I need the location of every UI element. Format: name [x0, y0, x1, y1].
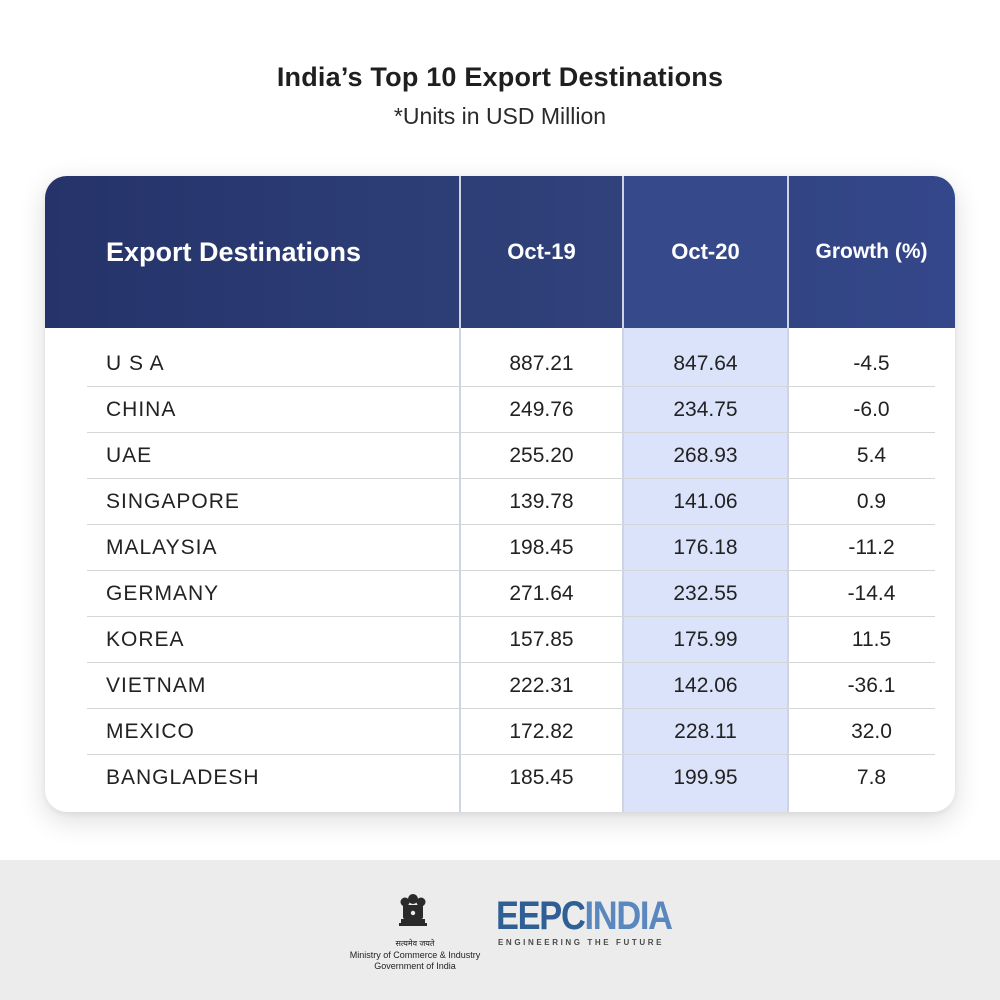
emblem-motto: सत्यमेव जयते: [395, 939, 435, 948]
column-divider: [787, 176, 789, 812]
oct-20-cell: 268.93: [673, 444, 738, 467]
row-divider: [87, 662, 935, 663]
destination-cell: KOREA: [106, 628, 185, 651]
chart-title: India’s Top 10 Export Destinations: [276, 62, 724, 92]
destination-cell: GERMANY: [106, 582, 220, 605]
header-export-destinations: Export Destinations: [106, 236, 362, 267]
header-oct-20: Oct-20: [623, 176, 788, 328]
oct-20-cell: 234.75: [673, 398, 738, 421]
oct-19-cell: 157.85: [509, 628, 574, 651]
row-divider: [87, 754, 935, 755]
export-table-card: Export Destinations Oct-19 Oct-20 Growth…: [45, 176, 955, 812]
table-row: U S A 887.21 847.64 -4.5: [45, 341, 955, 387]
growth-cell: -6.0: [853, 398, 890, 421]
table-row: CHINA 249.76 234.75 -6.0: [45, 387, 955, 433]
column-divider: [459, 176, 461, 812]
ministry-caption: सत्यमेव जयते Ministry of Commerce & Indu…: [340, 938, 490, 972]
destination-cell: MALAYSIA: [106, 536, 218, 559]
header-oct-19: Oct-19: [507, 239, 576, 264]
oct-20-cell: 175.99: [673, 628, 738, 651]
growth-cell: -11.2: [848, 536, 895, 559]
table-row: GERMANY 271.64 232.55 -14.4: [45, 571, 955, 617]
oct-19-cell: 185.45: [509, 766, 574, 789]
table-header: [45, 176, 955, 328]
oct-20-cell: 199.95: [673, 766, 738, 789]
growth-cell: 7.8: [856, 766, 887, 789]
chart-subtitle: *Units in USD Million: [393, 103, 607, 129]
header-growth: Growth (%): [815, 240, 928, 263]
destination-cell: U S A: [106, 352, 165, 375]
logo-part-india: INDIA: [584, 894, 673, 938]
eepc-india-logo: EEPCINDIA ENGINEERING THE FUTURE: [496, 894, 673, 947]
row-divider: [87, 432, 935, 433]
table-row: BANGLADESH 185.45 199.95 7.8: [45, 755, 955, 801]
oct-19-cell: 255.20: [509, 444, 574, 467]
destination-cell: CHINA: [106, 398, 177, 421]
oct-19-cell: 887.21: [509, 352, 574, 375]
oct-20-cell: 228.11: [674, 720, 737, 743]
row-divider: [87, 386, 935, 387]
table-row: KOREA 157.85 175.99 11.5: [45, 617, 955, 663]
oct-20-cell: 847.64: [673, 352, 738, 375]
destination-cell: UAE: [106, 444, 153, 467]
growth-cell: -14.4: [847, 582, 896, 605]
destination-cell: SINGAPORE: [106, 490, 240, 513]
table-row: MALAYSIA 198.45 176.18 -11.2: [45, 525, 955, 571]
row-divider: [87, 616, 935, 617]
growth-cell: 32.0: [851, 720, 892, 743]
growth-cell: 11.5: [851, 628, 892, 651]
growth-cell: 0.9: [856, 490, 887, 513]
growth-cell: -36.1: [847, 674, 896, 697]
ministry-line-2: Government of India: [374, 961, 456, 971]
oct-19-cell: 222.31: [509, 674, 574, 697]
oct-19-cell: 249.76: [509, 398, 574, 421]
table-body: U S A 887.21 847.64 -4.5 CHINA 249.76 234.75 -6…: [45, 341, 955, 801]
oct-19-cell: 198.45: [509, 536, 574, 559]
destination-cell: MEXICO: [106, 720, 195, 743]
row-divider: [87, 478, 935, 479]
table-row: SINGAPORE 139.78 141.06 0.9: [45, 479, 955, 525]
destination-cell: BANGLADESH: [106, 766, 260, 789]
growth-cell: -4.5: [853, 352, 890, 375]
national-emblem-icon: [399, 894, 427, 926]
table-row: MEXICO 172.82 228.11 32.0: [45, 709, 955, 755]
growth-cell: 5.4: [856, 444, 887, 467]
table-row: UAE 255.20 268.93 5.4: [45, 433, 955, 479]
row-divider: [87, 524, 935, 525]
logo-part-eepc: EEPC: [496, 894, 586, 938]
oct-20-cell: 141.06: [673, 490, 738, 513]
footer-band: [0, 860, 1000, 1000]
oct-20-cell: 142.06: [673, 674, 738, 697]
ministry-line-1: Ministry of Commerce & Industry: [349, 950, 481, 960]
oct-19-cell: 271.64: [509, 582, 574, 605]
row-divider: [87, 708, 935, 709]
oct-20-cell: 176.18: [673, 536, 738, 559]
oct-20-cell: 232.55: [673, 582, 738, 605]
row-divider: [87, 570, 935, 571]
oct-19-cell: 172.82: [509, 720, 574, 743]
eepc-tagline: ENGINEERING THE FUTURE: [498, 938, 665, 947]
eepc-wordmark: EEPCINDIA: [496, 894, 673, 938]
oct-19-cell: 139.78: [509, 490, 574, 513]
destination-cell: VIETNAM: [106, 674, 207, 697]
column-divider: [622, 176, 624, 812]
table-row: VIETNAM 222.31 142.06 -36.1: [45, 663, 955, 709]
